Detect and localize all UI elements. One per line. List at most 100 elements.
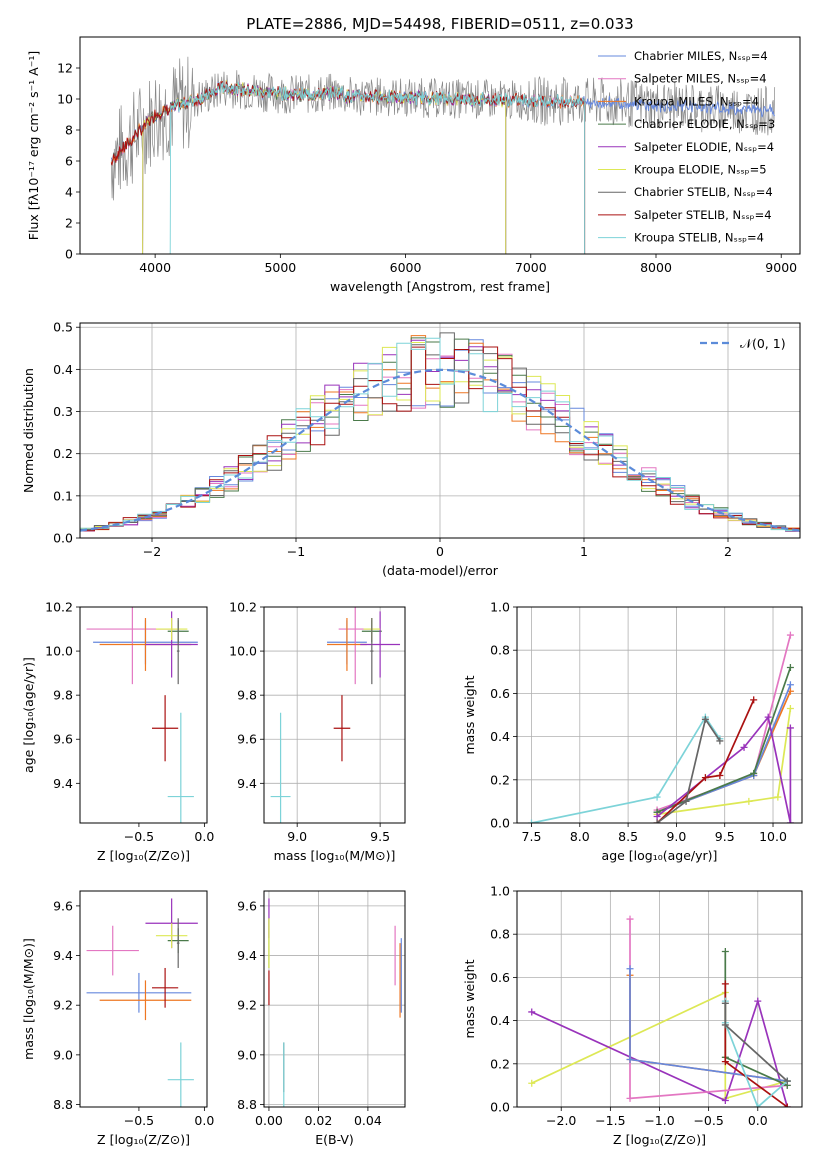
legend-label-kelodie: Kroupa ELODIE, Nₛₛₚ=5 — [634, 163, 767, 177]
weight-marker-cstelib — [682, 797, 690, 805]
x-tick-label: −1.5 — [595, 1113, 625, 1128]
y-tick-label: 0.4 — [490, 729, 510, 744]
spectrum-legend: Chabrier MILES, Nₛₛₚ=4 Salpeter MILES, Nₛ… — [598, 49, 775, 245]
y-tick-label: 12 — [57, 61, 73, 76]
weight-marker-selodie — [528, 1008, 536, 1016]
weight-marker-kelodie — [745, 797, 753, 805]
y-tick-label: 0.6 — [490, 686, 510, 701]
weight-marker-cstelib — [721, 999, 729, 1007]
weight-marker-selodie — [721, 1097, 729, 1105]
x-tick-label: 5000 — [264, 260, 296, 275]
x-tick-label: −1 — [287, 544, 305, 559]
y-tick-label: 0 — [65, 247, 73, 262]
y-tick-label: 9.4 — [53, 776, 73, 791]
x-tick-label: −0.5 — [693, 1113, 723, 1128]
x-tick-label: 7.5 — [522, 829, 542, 844]
y-tick-label: 9.6 — [53, 898, 73, 913]
x-tick-label: 9.0 — [666, 829, 686, 844]
weight-marker-kelodie — [774, 793, 782, 801]
weight-marker-smiles — [626, 1094, 634, 1102]
x-axis-label: mass [log₁₀(M/M⊙)] — [274, 848, 396, 863]
y-tick-label: 0.0 — [490, 1100, 510, 1115]
x-tick-label: −0.5 — [124, 829, 154, 844]
y-tick-label: 4 — [65, 185, 73, 200]
weight-marker-selodie — [653, 813, 661, 821]
y-tick-label: 10.2 — [45, 600, 73, 615]
y-axis-label: mass weight — [462, 675, 477, 754]
histogram-kelodie — [80, 342, 800, 530]
legend-label-gauss: 𝒩(0, 1) — [740, 336, 786, 351]
weight-marker-cstelib — [701, 715, 709, 723]
x-tick-label: 9.0 — [287, 829, 307, 844]
legend-label-celodie: Chabrier ELODIE, Nₛₛₚ=3 — [634, 117, 775, 131]
weight-marker-cstelib — [716, 737, 724, 745]
weight-marker-cmiles — [626, 1055, 634, 1063]
y-tick-label: 10.0 — [45, 644, 73, 659]
x-tick-label: 8.0 — [570, 829, 590, 844]
weight-line-celodie — [724, 951, 788, 1087]
x-tick-label: 10.0 — [759, 829, 787, 844]
plot-area-weights_age — [527, 631, 794, 823]
x-axis-label: E(B-V) — [315, 1132, 354, 1147]
weight-marker-kelodie — [786, 705, 794, 713]
x-tick-label: −2 — [143, 544, 161, 559]
y-tick-label: 0.4 — [490, 1013, 510, 1028]
legend-label-kmiles: Kroupa MILES, Nₛₛₚ=4 — [634, 94, 759, 108]
y-axis-label: Normed distribution — [21, 368, 36, 493]
legend-label-cstelib: Chabrier STELIB, Nₛₛₚ=4 — [634, 185, 773, 199]
axes-frame — [263, 890, 406, 1108]
x-axis-label: (data-model)/error — [382, 563, 499, 578]
axes-frame — [516, 606, 803, 824]
x-tick-label: −1.0 — [644, 1113, 674, 1128]
axes-frame — [79, 322, 801, 539]
histogram-kstelib — [80, 337, 800, 531]
x-tick-label: 0.04 — [354, 1113, 382, 1128]
weight-marker-selodie — [740, 743, 748, 751]
chart-age_z: −0.5 0.0 9.4 9.6 9.8 10.0 10.2 Z [log₁₀(Z/Z⊙)] a… — [21, 600, 214, 864]
weight-marker-kstelib — [527, 819, 535, 823]
axes-frame — [516, 890, 803, 1108]
chart-weights_z: −2.0 −1.5 −1.0 −0.5 0.0 0.0 0.2 0.4 0.6 0.8 1.0 Z [… — [462, 884, 803, 1147]
y-tick-label: 9.0 — [53, 1047, 73, 1062]
weight-marker-kstelib — [653, 793, 661, 801]
x-axis-label: Z [log₁₀(Z/Z⊙)] — [613, 1132, 706, 1147]
y-tick-label: 9.2 — [237, 998, 257, 1013]
y-tick-label: 0.2 — [53, 446, 73, 461]
weight-line-celodie — [656, 667, 792, 813]
x-tick-label: 0.0 — [194, 829, 214, 844]
y-axis-label: mass [log₁₀(M/M⊙)] — [21, 938, 36, 1060]
plot-area-age_mass — [270, 607, 401, 823]
weight-marker-cstelib — [653, 819, 661, 823]
x-tick-label: 7000 — [515, 260, 547, 275]
legend-label-smiles: Salpeter MILES, Nₛₛₚ=4 — [634, 72, 767, 86]
x-tick-label: 0.02 — [304, 1113, 332, 1128]
weight-marker-cstelib — [783, 1077, 791, 1085]
chart-age_mass: 9.0 9.5 9.4 9.6 9.8 10.0 10.2 mass [log₁₀(M/M⊙)… — [229, 600, 406, 863]
x-tick-label: 0 — [436, 544, 444, 559]
chart-mass_ebv: 0.00 0.02 0.04 8.8 9.0 9.2 9.4 9.6 E(B-V) — [237, 890, 406, 1147]
x-axis-label: wavelength [Angstrom, rest frame] — [330, 279, 550, 294]
x-tick-label: 9.5 — [370, 829, 390, 844]
weight-marker-sstelib — [750, 696, 758, 704]
y-tick-label: 9.4 — [237, 948, 257, 963]
weight-marker-celodie — [750, 769, 758, 777]
y-tick-label: 10 — [57, 92, 73, 107]
weight-line-sstelib — [656, 699, 755, 823]
y-tick-label: 8 — [65, 123, 73, 138]
y-tick-label: 0.2 — [490, 772, 510, 787]
weight-marker-sstelib — [716, 771, 724, 779]
chart-residuals: −2 −1 0 1 2 0.0 0.1 0.2 0.3 0.4 0.5 (data-model)/er… — [21, 320, 801, 578]
y-tick-label: 10.0 — [229, 644, 257, 659]
y-tick-label: 8.8 — [53, 1097, 73, 1112]
plot-area-mass_ebv — [268, 898, 402, 1107]
page-title: PLATE=2886, MJD=54498, FIBERID=0511, z=0… — [246, 15, 633, 33]
x-tick-label: 0.0 — [194, 1113, 214, 1128]
x-tick-label: 1 — [580, 544, 588, 559]
legend-label-selodie: Salpeter ELODIE, Nₛₛₚ=4 — [634, 140, 774, 154]
y-tick-label: 1.0 — [490, 600, 510, 615]
weight-marker-selodie — [786, 819, 794, 823]
weight-marker-selodie — [754, 997, 762, 1005]
weight-line-selodie — [531, 998, 789, 1107]
weight-marker-celodie — [786, 663, 794, 671]
